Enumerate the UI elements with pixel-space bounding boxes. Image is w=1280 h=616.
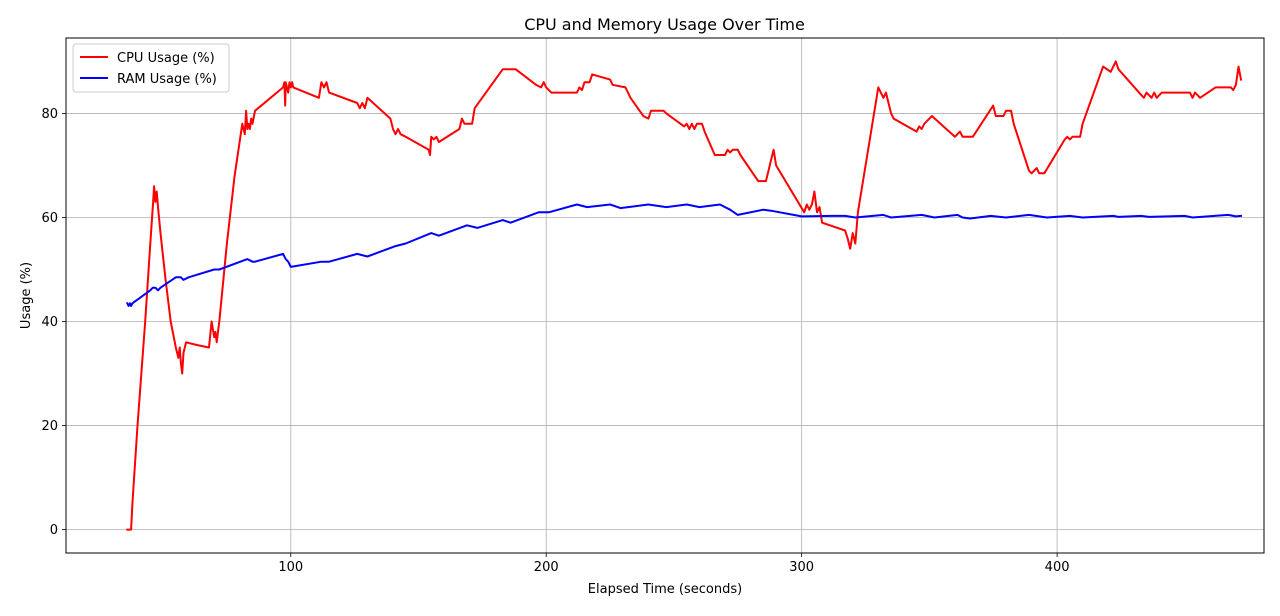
chart-title: CPU and Memory Usage Over Time xyxy=(524,15,805,34)
ram-usage-line xyxy=(125,203,1243,307)
y-tick-label: 0 xyxy=(50,523,58,538)
x-axis-label: Elapsed Time (seconds) xyxy=(588,582,742,597)
legend: CPU Usage (%) RAM Usage (%) xyxy=(72,43,230,93)
y-tick-label: 60 xyxy=(41,211,58,226)
x-tick-label: 300 xyxy=(789,560,814,575)
ticks: 100 200 300 400 0 20 40 60 80 xyxy=(41,107,1069,575)
x-tick-label: 200 xyxy=(534,560,559,575)
cpu-usage-line xyxy=(126,60,1243,531)
x-tick-label: 400 xyxy=(1045,560,1070,575)
grid xyxy=(66,38,1264,553)
y-tick-label: 40 xyxy=(41,315,58,330)
legend-label-cpu: CPU Usage (%) xyxy=(117,51,215,66)
plot-frame xyxy=(65,37,1265,554)
y-axis-label: Usage (%) xyxy=(19,262,34,329)
legend-box xyxy=(72,43,230,93)
legend-label-ram: RAM Usage (%) xyxy=(117,72,217,87)
x-tick-label: 100 xyxy=(278,560,303,575)
y-tick-label: 20 xyxy=(41,419,58,434)
y-tick-label: 80 xyxy=(41,107,58,122)
series-layer xyxy=(125,60,1243,531)
